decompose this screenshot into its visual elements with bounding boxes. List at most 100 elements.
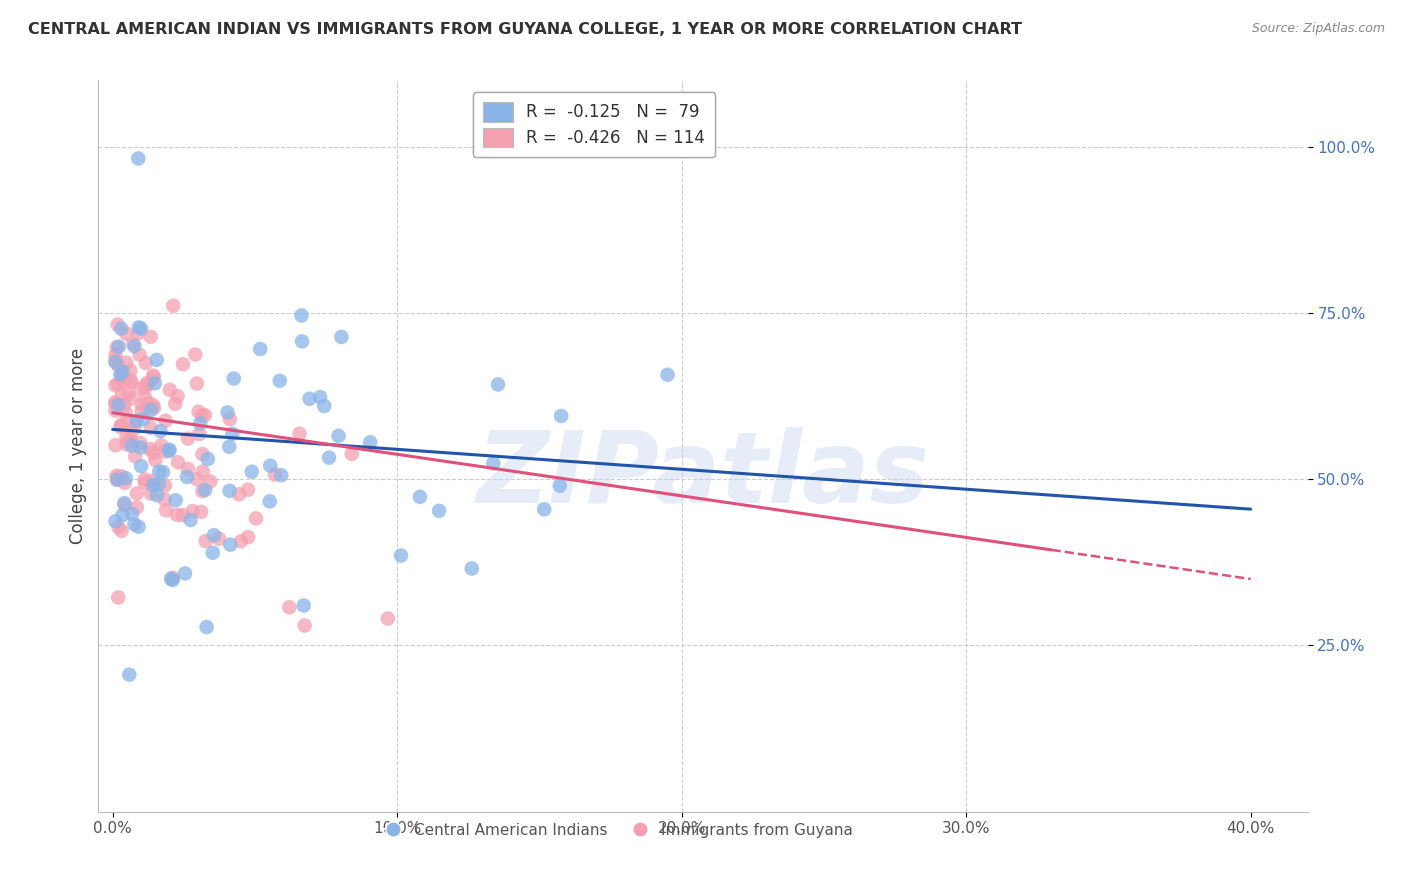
- Point: [309, 390, 332, 404]
- Point: [221, 426, 243, 441]
- Point: [208, 532, 231, 546]
- Point: [105, 468, 128, 483]
- Point: [186, 472, 208, 486]
- Point: [114, 405, 136, 419]
- Point: [118, 667, 141, 681]
- Point: [111, 369, 134, 384]
- Point: [270, 468, 292, 483]
- Point: [160, 572, 183, 586]
- Point: [128, 382, 150, 396]
- Point: [136, 376, 159, 391]
- Point: [218, 440, 240, 454]
- Point: [142, 478, 165, 492]
- Point: [111, 364, 134, 378]
- Point: [124, 450, 146, 464]
- Point: [107, 340, 129, 354]
- Point: [134, 475, 156, 490]
- Point: [115, 437, 138, 451]
- Point: [111, 508, 134, 523]
- Point: [294, 618, 316, 632]
- Point: [114, 374, 136, 388]
- Point: [186, 376, 208, 391]
- Point: [195, 620, 218, 634]
- Point: [115, 356, 138, 370]
- Point: [188, 427, 211, 442]
- Point: [201, 546, 224, 560]
- Point: [157, 444, 180, 458]
- Point: [291, 334, 314, 349]
- Point: [117, 387, 139, 401]
- Point: [159, 383, 181, 397]
- Point: [105, 473, 128, 487]
- Point: [124, 339, 146, 353]
- Point: [117, 434, 139, 449]
- Point: [153, 492, 176, 507]
- Point: [136, 377, 159, 392]
- Point: [104, 395, 127, 409]
- Point: [278, 600, 301, 615]
- Point: [120, 434, 142, 448]
- Point: [139, 421, 162, 435]
- Point: [153, 478, 176, 492]
- Point: [124, 517, 146, 532]
- Point: [194, 483, 217, 497]
- Point: [104, 438, 127, 452]
- Point: [107, 398, 129, 412]
- Point: [107, 520, 129, 534]
- Point: [174, 566, 197, 581]
- Point: [114, 496, 136, 510]
- Point: [162, 299, 184, 313]
- Point: [217, 405, 239, 419]
- Point: [177, 432, 200, 446]
- Point: [389, 549, 412, 563]
- Point: [155, 414, 177, 428]
- Point: [409, 490, 432, 504]
- Point: [150, 438, 173, 452]
- Point: [328, 429, 350, 443]
- Point: [115, 431, 138, 445]
- Point: [128, 519, 150, 533]
- Point: [165, 493, 187, 508]
- Point: [107, 318, 129, 332]
- Point: [359, 435, 381, 450]
- Point: [236, 530, 259, 544]
- Point: [218, 483, 240, 498]
- Point: [176, 470, 198, 484]
- Point: [110, 469, 132, 483]
- Point: [288, 426, 311, 441]
- Point: [172, 508, 194, 522]
- Point: [104, 396, 127, 410]
- Point: [167, 455, 190, 469]
- Point: [107, 377, 129, 392]
- Point: [148, 465, 170, 479]
- Point: [125, 414, 148, 428]
- Point: [104, 514, 127, 528]
- Point: [200, 475, 222, 489]
- Point: [259, 458, 281, 473]
- Point: [110, 420, 132, 434]
- Point: [550, 409, 572, 423]
- Point: [269, 374, 291, 388]
- Point: [139, 330, 162, 344]
- Point: [218, 412, 240, 426]
- Point: [191, 484, 214, 499]
- Point: [143, 376, 166, 391]
- Point: [172, 357, 194, 371]
- Point: [162, 571, 184, 585]
- Point: [290, 309, 312, 323]
- Point: [110, 524, 132, 538]
- Point: [128, 348, 150, 362]
- Point: [461, 561, 484, 575]
- Point: [105, 340, 128, 354]
- Point: [121, 425, 143, 439]
- Point: [132, 412, 155, 426]
- Legend: Central American Indians, Immigrants from Guyana: Central American Indians, Immigrants fro…: [378, 817, 859, 845]
- Point: [127, 152, 149, 166]
- Point: [112, 398, 135, 412]
- Point: [142, 446, 165, 460]
- Point: [138, 396, 160, 410]
- Point: [427, 504, 450, 518]
- Point: [486, 377, 509, 392]
- Point: [228, 487, 250, 501]
- Point: [131, 403, 153, 417]
